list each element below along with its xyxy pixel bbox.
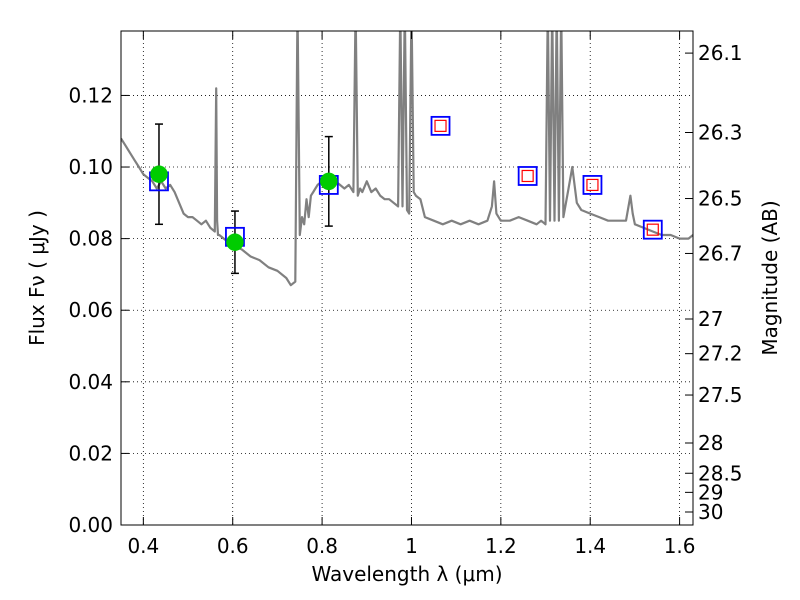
y-tick-label: 0.08	[68, 227, 113, 251]
x-axis-label: Wavelength λ (μm)	[311, 562, 502, 586]
mag-tick-label: 30	[698, 500, 723, 524]
data-points	[149, 115, 663, 251]
x-tick-label: 0.6	[217, 534, 249, 558]
mag-tick-label: 27	[698, 307, 723, 331]
plot-frame	[120, 30, 694, 526]
mag-tick-label: 29	[698, 480, 723, 504]
spectrum-series	[121, 31, 693, 287]
synthetic-point-red	[646, 223, 659, 236]
spectrum-line	[121, 31, 693, 287]
measured-point	[150, 165, 168, 183]
axis-ticks: 0.4 0.6 0.8 1 1.2 1.4 1.6 0.00 0.02 0.04 0.06 0.08 0…	[68, 31, 743, 558]
measured-point	[226, 233, 244, 251]
y-tick-label: 0.10	[68, 155, 113, 179]
synthetic-point-blue	[517, 166, 538, 186]
x-tick-label: 0.8	[306, 534, 338, 558]
y-tick-label: 0.00	[68, 513, 113, 537]
x-tick-label: 1.6	[664, 534, 696, 558]
x-tick-label: 1.4	[574, 534, 606, 558]
mag-tick-label: 26.3	[698, 120, 743, 144]
mag-tick-label: 26.5	[698, 187, 743, 211]
synthetic-point-red	[434, 119, 447, 132]
x-tick-label: 0.4	[127, 534, 159, 558]
y-tick-label: 0.06	[68, 298, 113, 322]
x-tick-label: 1	[405, 534, 418, 558]
synthetic-point-blue	[430, 115, 451, 136]
mag-tick-label: 26.1	[698, 41, 743, 65]
synthetic-point-red	[586, 178, 599, 192]
grid-lines	[121, 31, 693, 525]
synthetic-point-blue	[582, 175, 603, 195]
mag-tick-label: 28.5	[698, 461, 743, 485]
y-axis-label: Flux Fν ( μJy )	[25, 210, 49, 346]
mag-tick-label: 28	[698, 431, 723, 455]
measured-point	[320, 172, 338, 191]
synthetic-point-blue	[642, 219, 663, 240]
y-tick-label: 0.12	[68, 83, 113, 107]
y2-axis-label: Magnitude (AB)	[758, 200, 782, 355]
x-tick-label: 1.2	[485, 534, 517, 558]
mag-tick-label: 26.7	[698, 241, 743, 265]
synthetic-point-red	[521, 169, 534, 183]
y-tick-label: 0.04	[68, 370, 113, 394]
mag-tick-label: 27.5	[698, 383, 743, 407]
y-tick-label: 0.02	[68, 441, 113, 465]
mag-tick-label: 27.2	[698, 342, 743, 366]
